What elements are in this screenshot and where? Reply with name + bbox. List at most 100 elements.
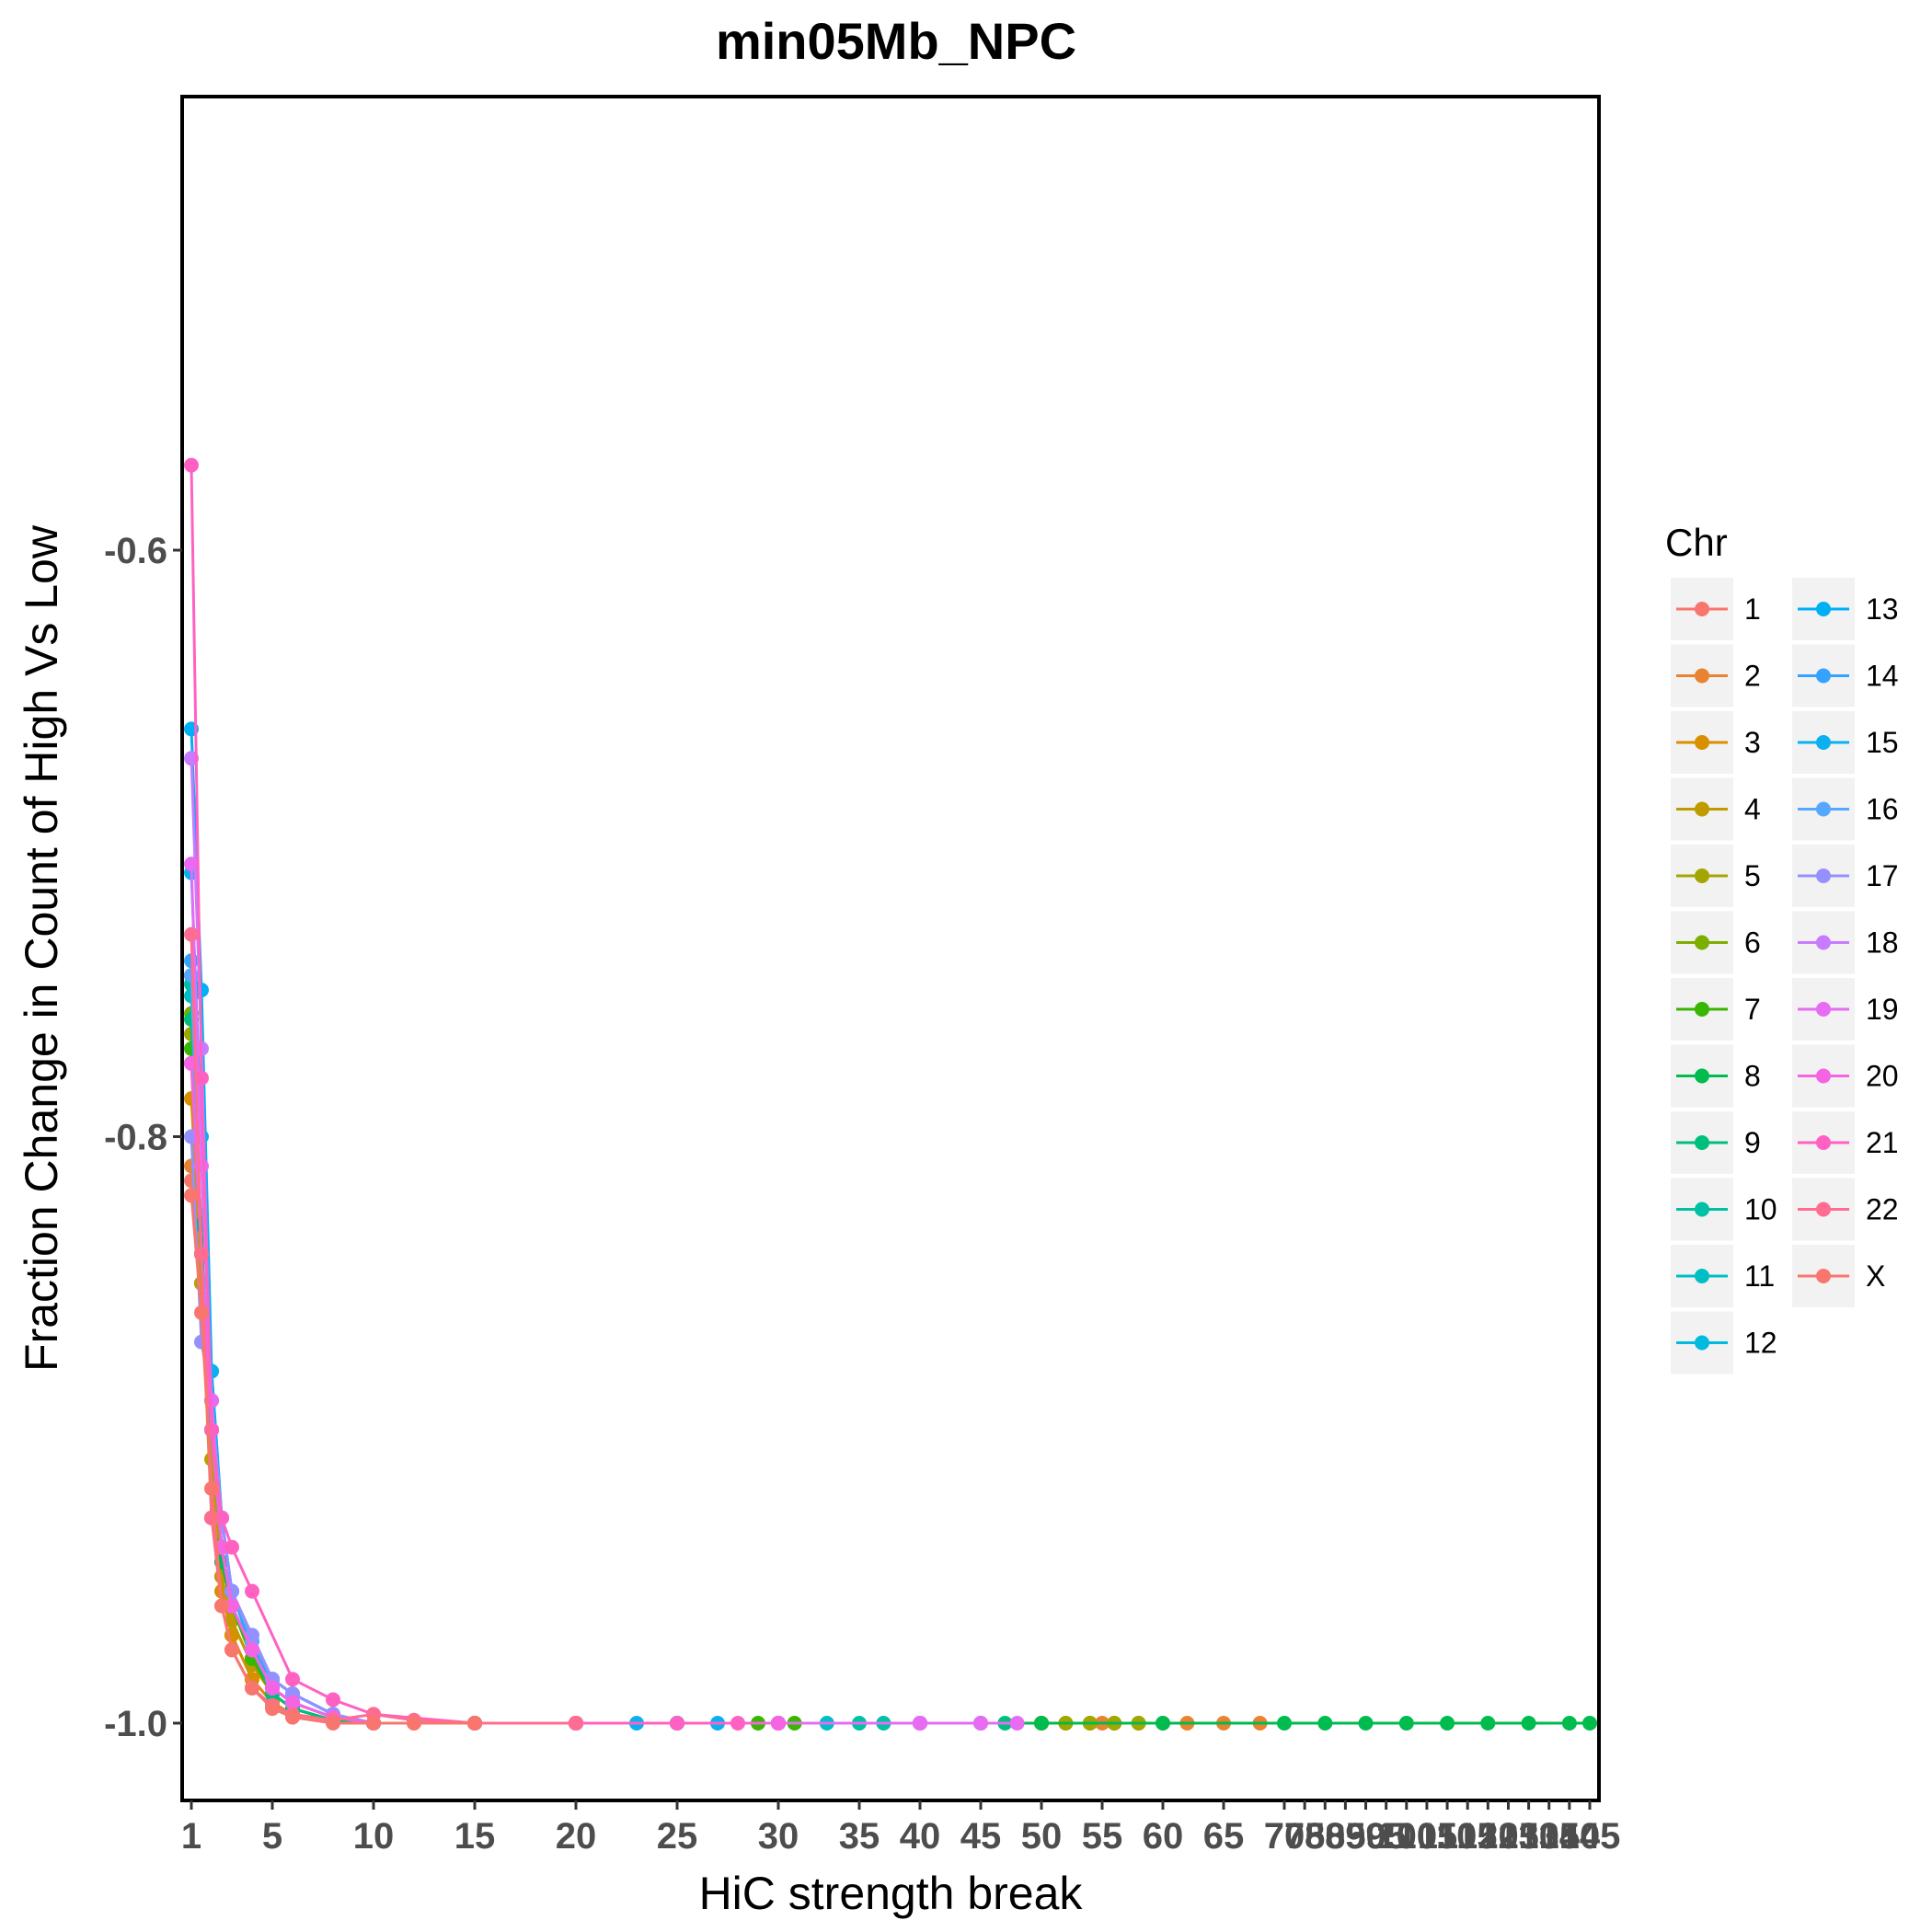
legend-label: 19 [1866,993,1899,1026]
legend-key-point [1695,868,1709,883]
x-tick-label: 45 [960,1816,1002,1857]
x-tick-label: 25 [657,1816,698,1857]
legend-key-point [1816,1135,1831,1150]
series-2 [184,1158,1268,1731]
legend-item-12: 12 [1671,1311,1777,1374]
x-tick-label: 70 [1264,1816,1305,1857]
legend-title: Chr [1665,521,1728,564]
series-line-4 [190,1063,1139,1725]
legend-label: 16 [1866,793,1899,826]
series-line-13 [190,729,778,1725]
series-line-9 [190,1018,1006,1725]
legend-item-X: X [1792,1245,1885,1307]
data-point [326,1692,340,1708]
legend-label: 6 [1744,926,1761,960]
y-axis: -1.0 -0.8 -0.6 [104,531,182,1744]
series-20 [184,1055,786,1731]
series-line-18 [190,758,920,1725]
data-point [1440,1716,1455,1731]
legend-item-11: 11 [1671,1245,1775,1307]
data-point [1317,1716,1333,1731]
data-point [1480,1716,1496,1731]
legend-key-point [1695,1335,1709,1351]
series-7 [184,1041,802,1731]
data-point [184,1188,199,1203]
x-tick-label: 125 [1478,1816,1539,1857]
legend-label: 13 [1866,592,1899,626]
legend-item-8: 8 [1671,1044,1761,1108]
legend-label: X [1866,1259,1885,1293]
legend-key-point [1695,602,1709,616]
x-tick-label: 65 [1203,1816,1245,1857]
legend-key-point [1695,801,1709,817]
x-tick-label: 10 [353,1816,395,1857]
legend-label: 9 [1744,1126,1761,1159]
series-line-22 [190,934,576,1725]
legend-label: 3 [1744,726,1761,759]
series-9 [184,1012,1013,1731]
legend-item-10: 10 [1671,1178,1777,1241]
data-point [467,1716,482,1731]
legend-item-4: 4 [1671,777,1761,841]
data-point [730,1716,745,1731]
legend-item-22: 22 [1792,1178,1899,1241]
data-point [285,1672,300,1687]
data-point [224,1539,239,1555]
legend-item-6: 6 [1671,911,1761,974]
plot-area [184,457,1597,1731]
data-point [224,1583,239,1599]
legend-label: 2 [1744,660,1761,693]
legend-key-point [1816,1068,1831,1084]
x-tick-label: 80 [1305,1816,1346,1857]
legend-key-point [1695,668,1709,684]
series-6 [184,1006,786,1731]
legend-label: 1 [1744,592,1761,626]
x-tick-label: 95 [1365,1816,1407,1857]
data-point [194,983,209,998]
data-point [265,1701,280,1717]
x-tick-label: 120 [1457,1816,1519,1857]
series-8 [184,1055,1597,1731]
x-tick-label: 110 [1418,1816,1478,1857]
series-X [184,1188,482,1731]
legend-item-13: 13 [1792,578,1899,640]
legend-key-point [1695,1269,1709,1283]
legend-label: 15 [1866,726,1899,759]
series-line-7 [190,1048,795,1725]
x-tick-label: 30 [758,1816,799,1857]
series-22 [184,926,583,1731]
data-point [194,1305,209,1320]
legend-label: 21 [1866,1126,1899,1159]
legend-key-point [1695,735,1709,750]
x-tick-label: 145 [1559,1816,1621,1857]
data-point [224,1642,239,1658]
series-19 [184,857,1025,1731]
legend-key-point [1695,1202,1709,1217]
data-point [214,1598,229,1614]
series-line-14 [190,960,677,1725]
legend-key-point [1695,1068,1709,1084]
series-17 [184,1129,988,1731]
series-14 [184,953,684,1731]
series-12 [184,968,684,1731]
x-tick-label: 75 [1284,1816,1326,1857]
data-point [204,1422,219,1438]
series-11 [184,988,834,1731]
data-point [214,1510,229,1525]
legend-item-21: 21 [1792,1111,1899,1174]
legend-label: 14 [1866,660,1899,693]
legend-item-2: 2 [1671,644,1761,707]
x-tick-label: 35 [839,1816,880,1857]
data-point [265,1680,280,1696]
legend-item-18: 18 [1792,911,1899,974]
series-4 [184,1055,1146,1731]
legend-key-point [1816,868,1831,883]
chart-title: min05Mb_NPC [716,12,1076,70]
legend-key-point [1816,1202,1831,1217]
data-point [285,1709,300,1725]
series-line-16 [190,975,576,1725]
legend-key-point [1816,1269,1831,1283]
series-line-5 [190,1033,1139,1725]
legend-label: 12 [1744,1327,1777,1360]
